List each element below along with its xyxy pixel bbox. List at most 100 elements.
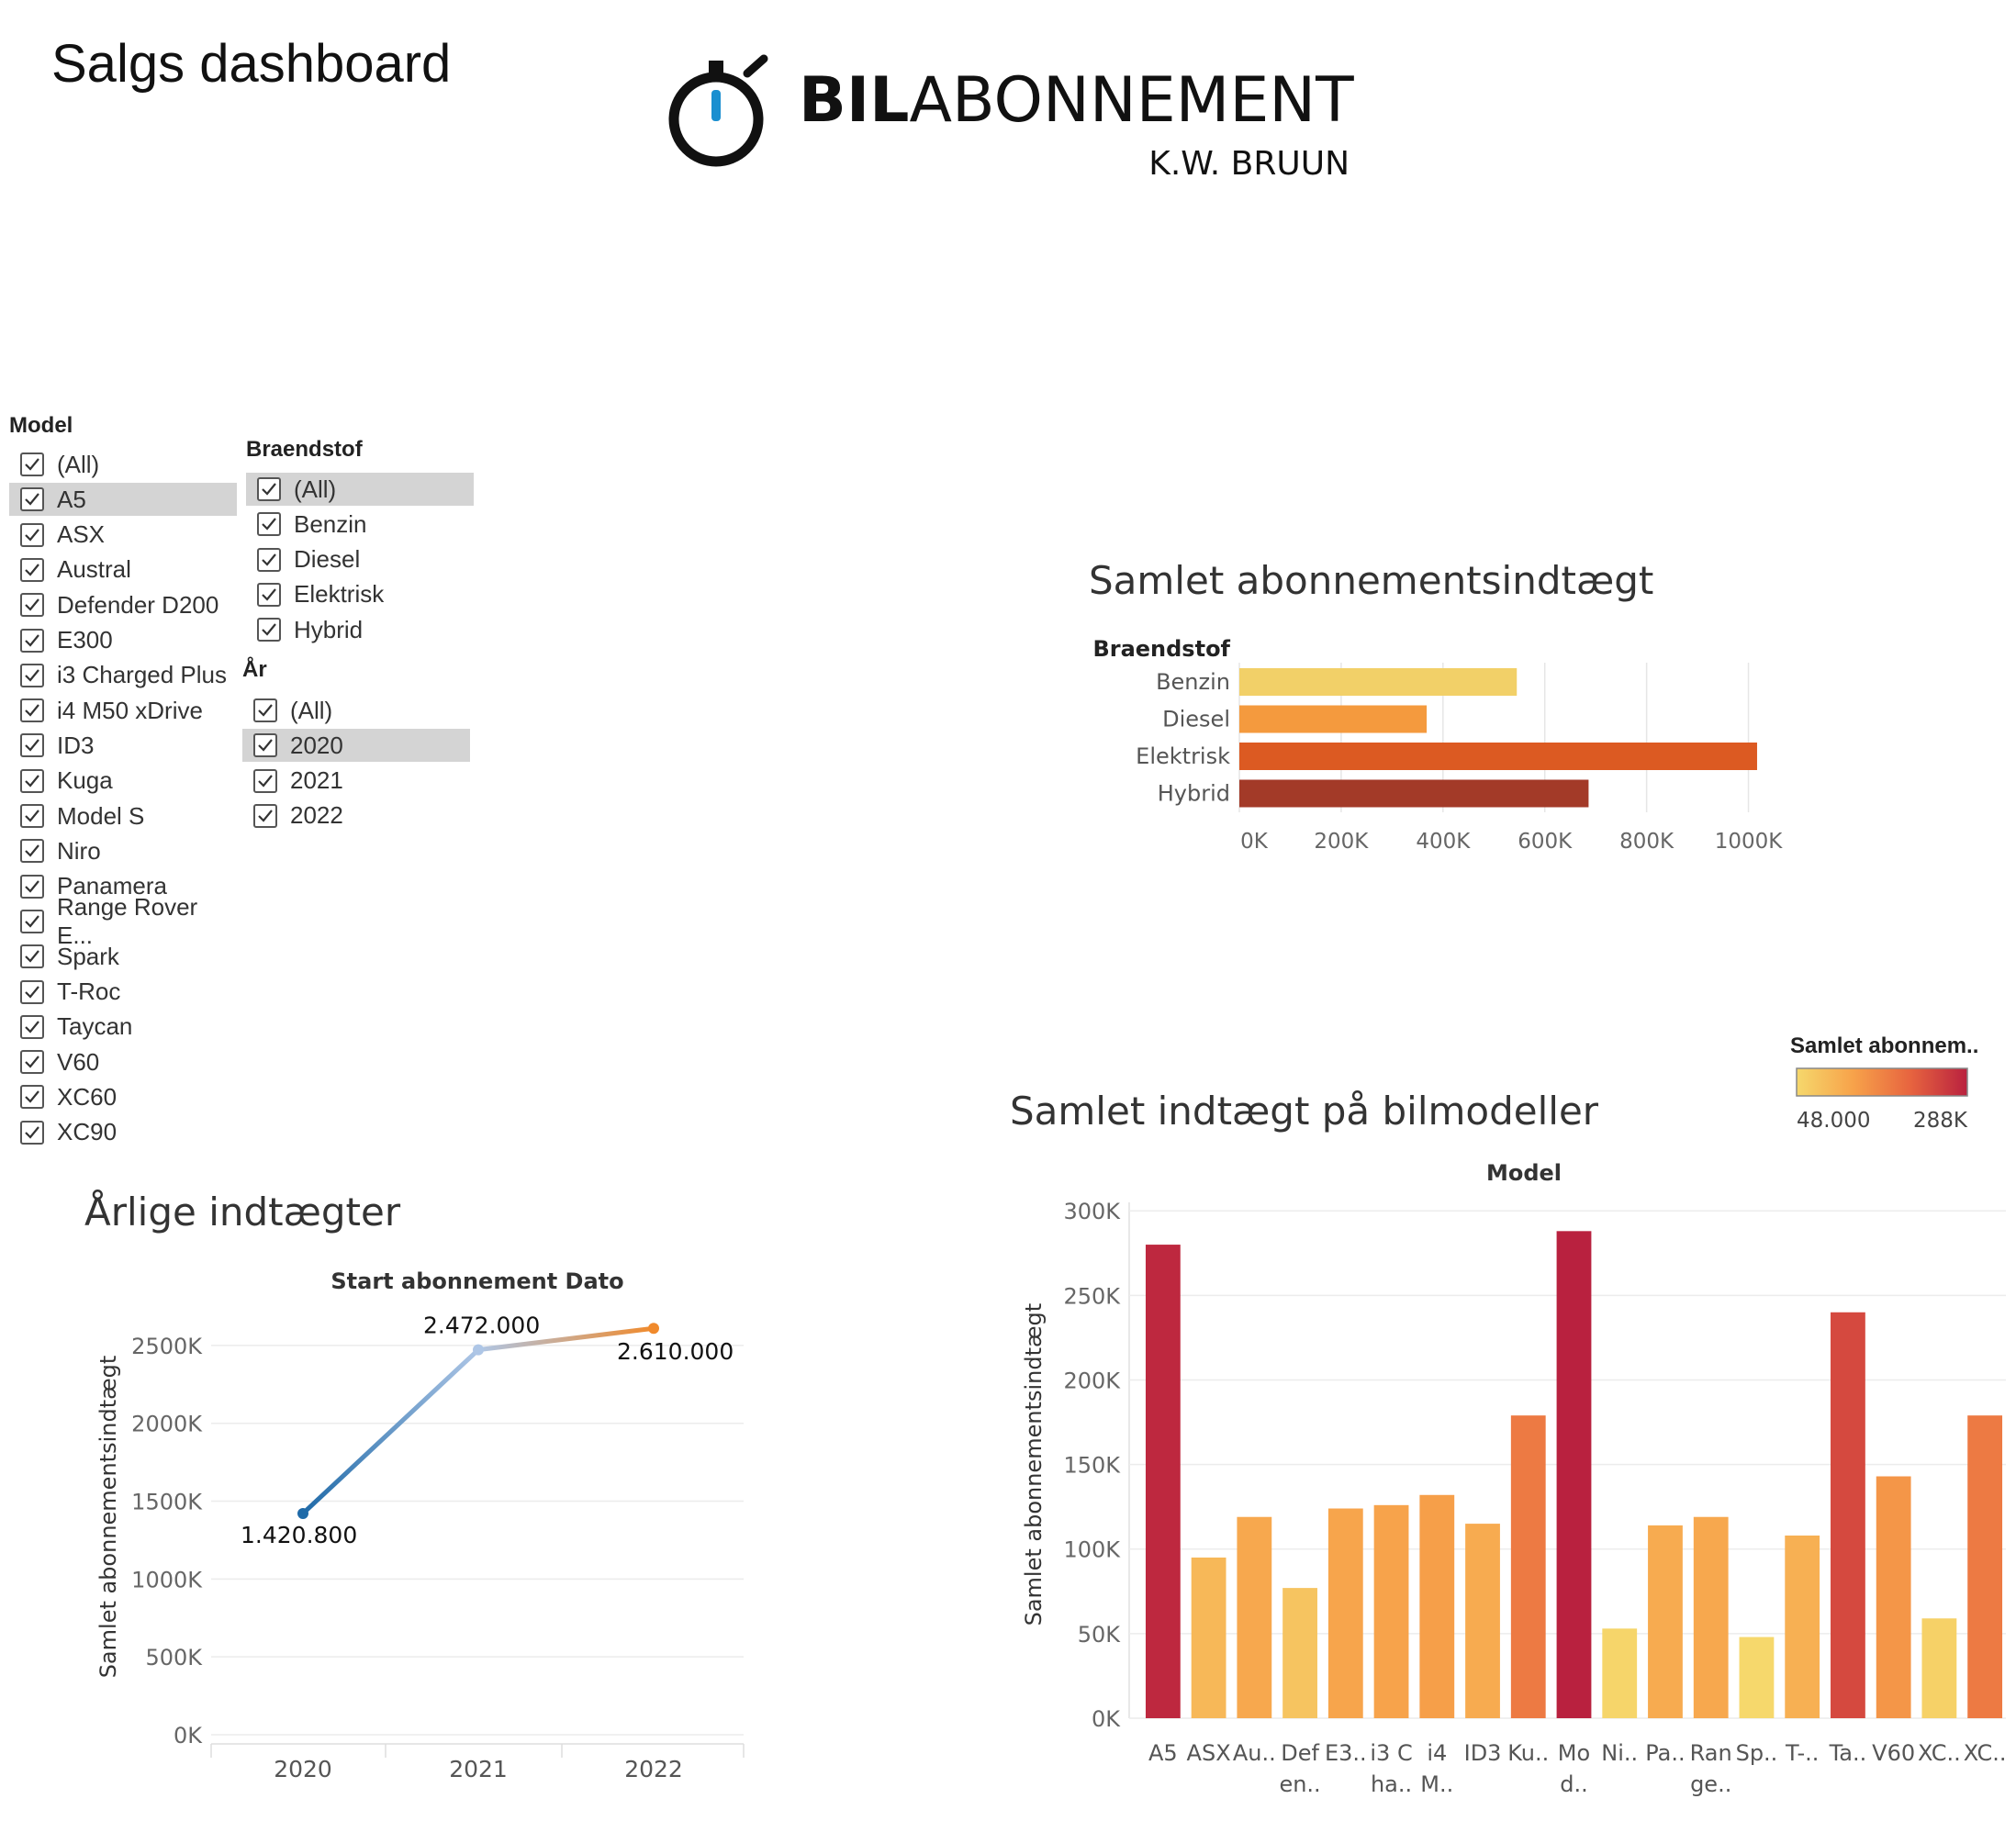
checkbox-checked-icon[interactable]	[257, 618, 281, 642]
braendstof-filter-item[interactable]: (All)	[246, 473, 474, 506]
checkbox-checked-icon[interactable]	[20, 1014, 44, 1039]
model-filter-item[interactable]: Range Rover E...	[9, 893, 237, 949]
checkbox-checked-icon[interactable]	[253, 803, 277, 828]
checkbox-checked-icon[interactable]	[20, 593, 44, 618]
checkbox-checked-icon[interactable]	[20, 944, 44, 969]
model-filter-item[interactable]: V60	[9, 1045, 237, 1078]
aar-filter-item[interactable]: 2021	[242, 765, 470, 798]
checkbox-checked-icon[interactable]	[20, 452, 44, 476]
checkbox-checked-icon[interactable]	[253, 768, 277, 793]
fuel-category-label: Hybrid	[1158, 781, 1230, 807]
model-x-tick-label: XC..	[1918, 1740, 1961, 1766]
model-filter-item[interactable]: Austral	[9, 553, 237, 587]
model-filter-item[interactable]: Taycan	[9, 1011, 237, 1044]
model-x-tick-label: Ni..	[1601, 1740, 1638, 1766]
checkbox-checked-icon[interactable]	[20, 839, 44, 864]
checkbox-checked-icon[interactable]	[20, 698, 44, 723]
svg-text:BILABONNEMENT: BILABONNEMENT	[799, 64, 1354, 137]
model-filter-item[interactable]: A5	[9, 483, 237, 517]
aar-filter-item[interactable]: 2022	[242, 799, 470, 832]
checkbox-checked-icon[interactable]	[253, 698, 277, 722]
model-x-tick-line: Ni..	[1601, 1740, 1638, 1766]
checkbox-checked-icon[interactable]	[20, 804, 44, 828]
model-bar	[1602, 1628, 1638, 1718]
aar-filter-item[interactable]: 2020	[242, 729, 470, 763]
fuel-bar	[1239, 743, 1757, 770]
model-filter-item[interactable]: (All)	[9, 448, 237, 481]
model-filter-item[interactable]: E300	[9, 624, 237, 657]
model-bar	[1967, 1415, 2003, 1718]
model-bar	[1876, 1476, 1911, 1718]
model-filter-item[interactable]: Panamera	[9, 870, 237, 903]
checkbox-checked-icon[interactable]	[20, 628, 44, 653]
checkbox-checked-icon[interactable]	[20, 1085, 44, 1110]
aar-filter-label: 2020	[290, 731, 343, 759]
line-data-label: 2.610.000	[617, 1338, 734, 1365]
aar-filter-item[interactable]: (All)	[242, 694, 470, 727]
model-filter-item[interactable]: XC60	[9, 1080, 237, 1113]
model-x-tick-label: ID3	[1464, 1740, 1502, 1766]
model-filter-label: ID3	[57, 731, 95, 759]
line-y-tick-label: 1500K	[131, 1490, 203, 1515]
fuel-x-tick-label: 800K	[1619, 830, 1674, 854]
checkbox-checked-icon[interactable]	[20, 1050, 44, 1075]
model-filter-item[interactable]: ASX	[9, 519, 237, 552]
model-filter-title: Model	[9, 413, 73, 438]
checkbox-checked-icon[interactable]	[20, 557, 44, 582]
braendstof-filter-label: Hybrid	[294, 615, 364, 643]
model-x-tick-label: Pa..	[1645, 1740, 1685, 1766]
model-filter-label: Niro	[57, 836, 101, 865]
checkbox-checked-icon[interactable]	[20, 663, 44, 687]
checkbox-checked-icon[interactable]	[253, 733, 277, 758]
model-filter-label: A5	[57, 485, 86, 513]
checkbox-checked-icon[interactable]	[20, 487, 44, 512]
legend-color-ramp	[1796, 1067, 1968, 1097]
model-x-tick-line: Ku..	[1507, 1740, 1549, 1766]
model-filter-label: i3 Charged Plus	[57, 661, 227, 689]
checkbox-checked-icon[interactable]	[20, 909, 44, 933]
model-filter-item[interactable]: Defender D200	[9, 588, 237, 621]
braendstof-filter-label: (All)	[294, 475, 337, 503]
model-x-tick-label: i3 C ha..	[1370, 1740, 1412, 1797]
checkbox-checked-icon[interactable]	[257, 547, 281, 572]
aar-filter-label: (All)	[290, 696, 333, 724]
model-bar	[1739, 1637, 1775, 1718]
model-bar	[1282, 1588, 1317, 1718]
model-filter-item[interactable]: Niro	[9, 834, 237, 867]
line-y-axis-title: Samlet abonnementsindtægt	[95, 1356, 121, 1679]
checkbox-checked-icon[interactable]	[20, 874, 44, 899]
model-filter-item[interactable]: Model S	[9, 799, 237, 832]
dashboard-title: Salgs dashboard	[51, 34, 452, 94]
model-filter-item[interactable]: T-Roc	[9, 976, 237, 1009]
model-filter-item[interactable]: ID3	[9, 729, 237, 762]
checkbox-checked-icon[interactable]	[257, 582, 281, 607]
model-filter-label: Defender D200	[57, 590, 219, 619]
checkbox-checked-icon[interactable]	[20, 1120, 44, 1145]
model-filter-item[interactable]: Spark	[9, 940, 237, 973]
checkbox-checked-icon[interactable]	[20, 979, 44, 1004]
checkbox-checked-icon[interactable]	[257, 512, 281, 537]
model-filter-item[interactable]: Kuga	[9, 765, 237, 798]
model-filter-label: Spark	[57, 942, 119, 970]
line-data-label: 1.420.800	[241, 1522, 357, 1548]
model-bar	[1145, 1245, 1181, 1718]
model-x-tick-line: E3..	[1325, 1740, 1367, 1766]
model-filter-item[interactable]: i3 Charged Plus	[9, 659, 237, 692]
braendstof-filter-item[interactable]: Diesel	[246, 543, 474, 576]
fuel-category-label: Diesel	[1162, 707, 1230, 732]
checkbox-checked-icon[interactable]	[20, 733, 44, 758]
model-filter-item[interactable]: XC90	[9, 1116, 237, 1149]
braendstof-filter-item[interactable]: Elektrisk	[246, 578, 474, 611]
checkbox-checked-icon[interactable]	[257, 477, 281, 501]
checkbox-checked-icon[interactable]	[20, 522, 44, 547]
legend-min-label: 48.000	[1797, 1109, 1870, 1133]
model-x-tick-label: A5	[1148, 1740, 1178, 1766]
model-x-tick-label: Ta..	[1829, 1740, 1867, 1766]
company-logo: BILABONNEMENT K.W. BRUUN	[668, 54, 1354, 183]
braendstof-filter-item[interactable]: Benzin	[246, 508, 474, 541]
model-filter-label: Range Rover E...	[57, 892, 198, 949]
fuel-x-tick-label: 600K	[1518, 830, 1573, 854]
braendstof-filter-item[interactable]: Hybrid	[246, 613, 474, 646]
model-filter-item[interactable]: i4 M50 xDrive	[9, 694, 237, 727]
checkbox-checked-icon[interactable]	[20, 768, 44, 793]
